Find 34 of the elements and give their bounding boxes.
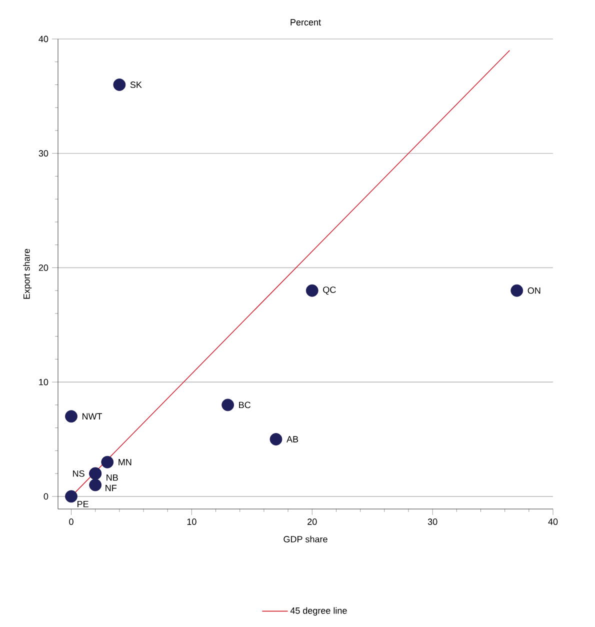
y-tick-label: 30 xyxy=(38,150,48,157)
chart-title: Percent xyxy=(290,19,321,26)
x-tick-label: 10 xyxy=(187,518,196,525)
data-label: NF xyxy=(106,484,117,492)
x-tick-label: 0 xyxy=(69,518,74,525)
x-tick-label: 30 xyxy=(428,518,438,525)
point xyxy=(306,284,318,297)
data-label: BC xyxy=(239,402,251,408)
y-tick-label: 20 xyxy=(38,264,48,271)
point xyxy=(510,284,524,297)
data-label: NWT xyxy=(82,413,102,420)
x-axis-title: GDP share xyxy=(284,536,328,542)
y-tick-label: 40 xyxy=(38,36,48,42)
point xyxy=(89,478,102,492)
data-label: QC xyxy=(323,286,336,295)
point xyxy=(65,410,78,423)
x-tick-label: 20 xyxy=(308,518,317,525)
point xyxy=(113,78,126,91)
data-label: NB xyxy=(106,474,118,481)
point xyxy=(65,490,78,503)
point xyxy=(270,433,282,446)
data-label: SK xyxy=(130,82,142,88)
data-label: ON xyxy=(528,287,540,294)
y-tick-label: 0 xyxy=(44,493,48,500)
point xyxy=(222,398,234,412)
data-label: MN xyxy=(118,459,132,466)
x-tick-label: 40 xyxy=(548,518,558,525)
legend-label: 45 degree line xyxy=(290,607,347,616)
y-tick-label: 10 xyxy=(39,378,48,386)
y-axis-title: Export share xyxy=(23,248,32,299)
data-label: AB xyxy=(286,436,298,442)
point xyxy=(101,456,114,468)
data-label: NS xyxy=(73,470,84,477)
data-label: PE xyxy=(78,500,88,508)
